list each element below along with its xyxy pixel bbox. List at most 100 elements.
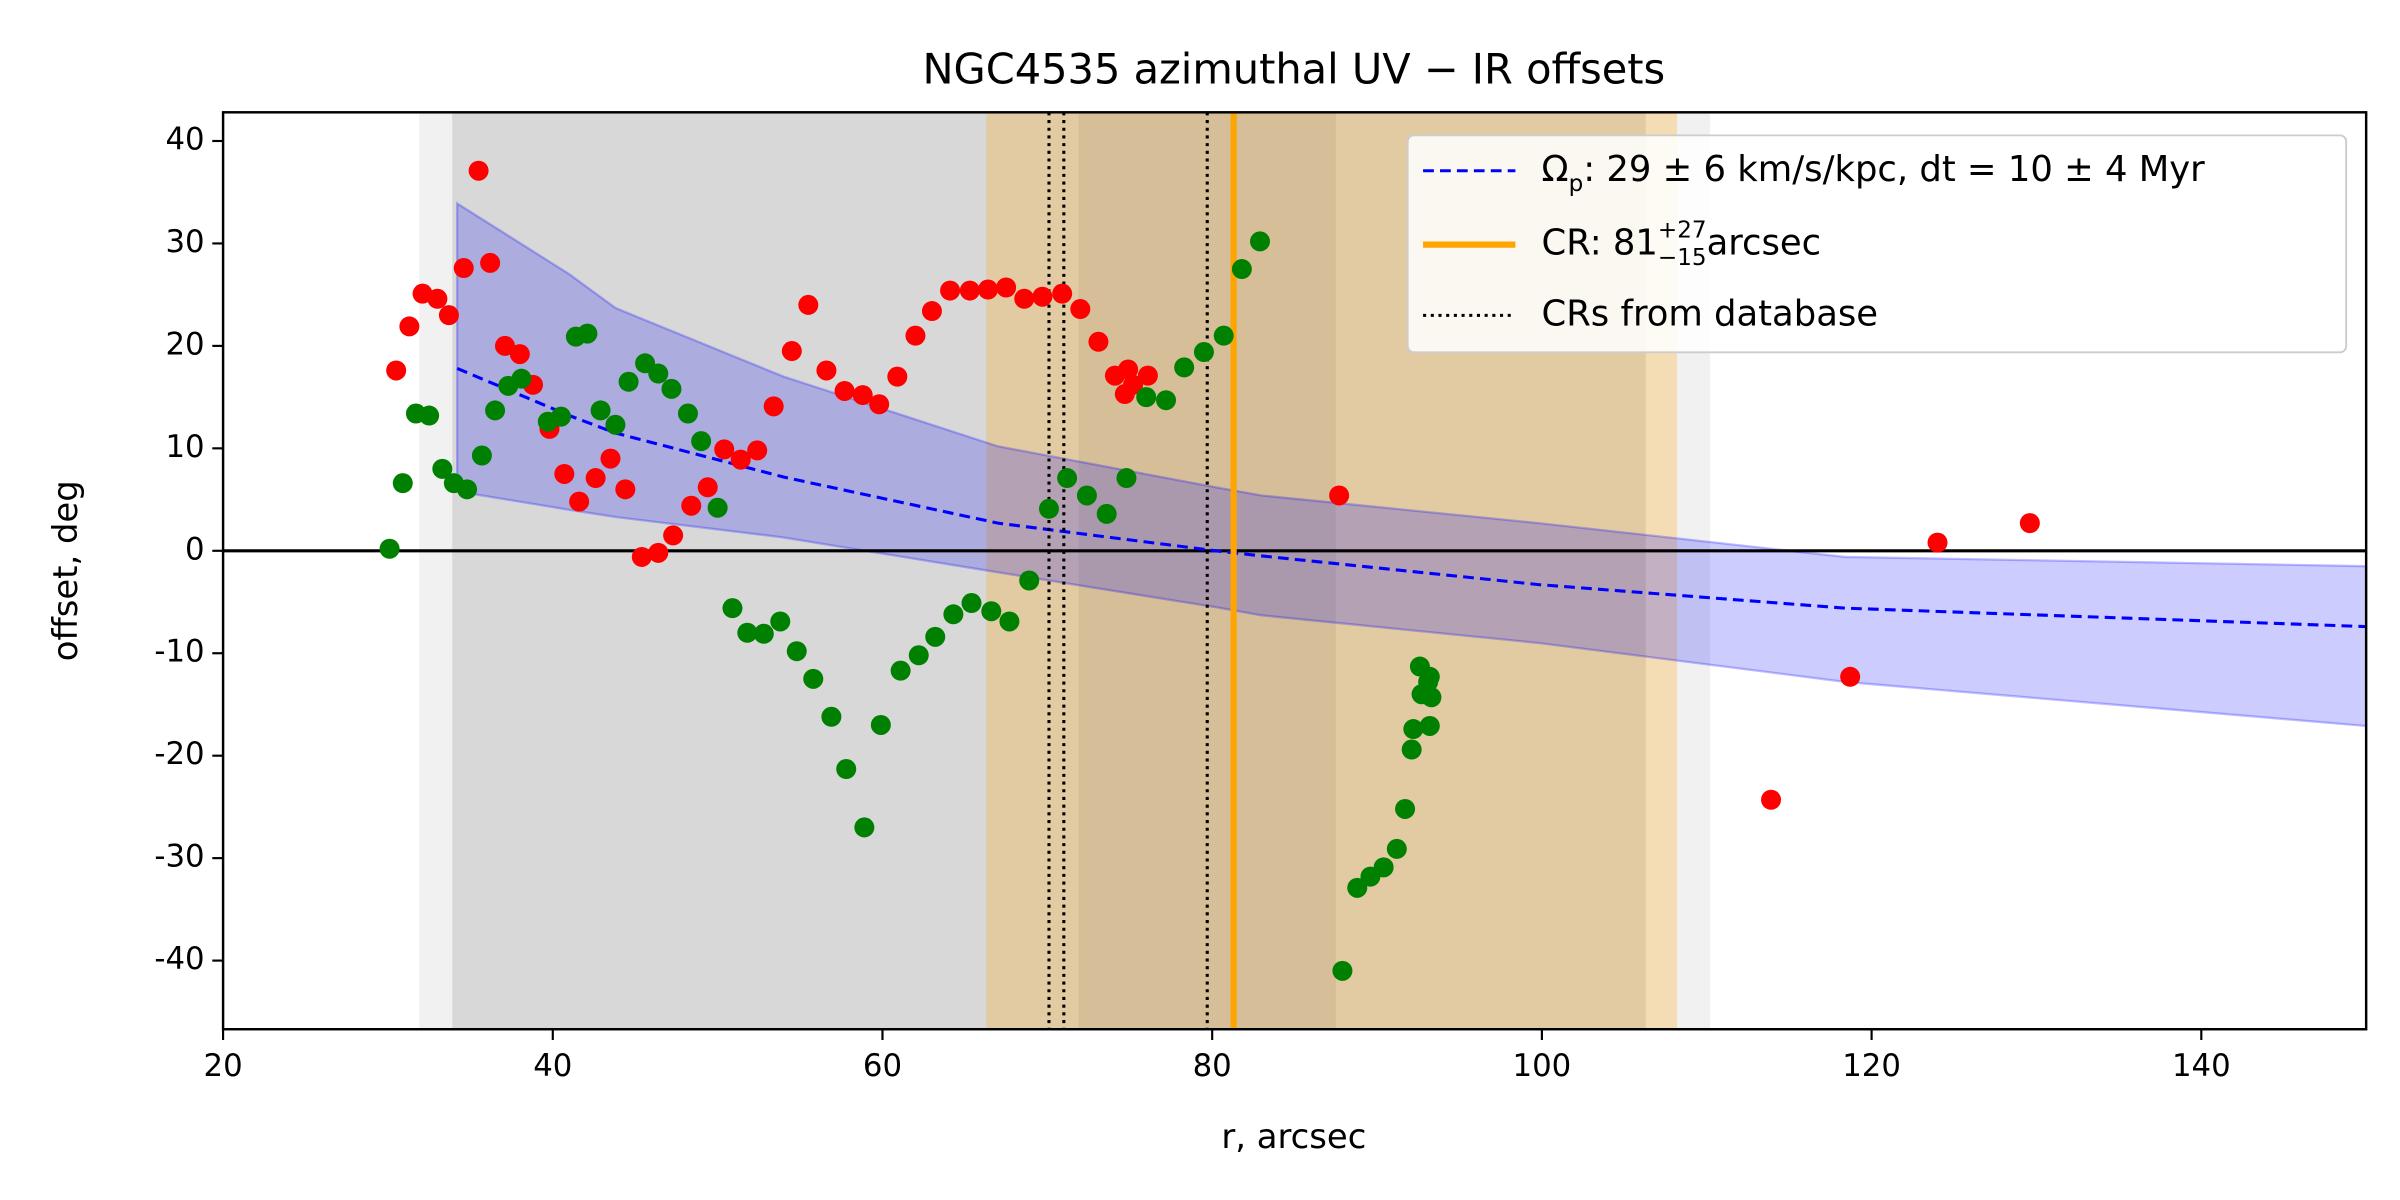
data-point (981, 601, 1002, 622)
data-point (681, 495, 702, 516)
data-point (753, 623, 774, 644)
data-point (781, 341, 802, 362)
data-point (1927, 532, 1948, 553)
y-tick-label: -40 (154, 941, 204, 977)
legend-label: CRs from database (1542, 293, 1879, 334)
data-point (737, 622, 758, 643)
data-point (453, 258, 474, 279)
data-point (577, 323, 598, 344)
legend-label: arcsec (1707, 223, 1822, 264)
data-point (1076, 485, 1097, 506)
data-point (1403, 719, 1424, 740)
data-point (1401, 739, 1422, 760)
data-point (677, 403, 698, 424)
data-point (921, 301, 942, 322)
data-point (961, 593, 982, 614)
data-point (419, 405, 440, 426)
data-point (1014, 288, 1035, 309)
data-point (747, 440, 768, 461)
data-point (890, 660, 911, 681)
data-point (870, 714, 891, 735)
data-point (399, 316, 420, 337)
y-axis-label: offset, deg (46, 480, 85, 661)
data-point (730, 449, 751, 470)
data-point (1347, 877, 1368, 898)
y-tick-label: -30 (154, 839, 204, 875)
data-point (1057, 468, 1078, 489)
data-point (1116, 468, 1137, 489)
data-point (1373, 857, 1394, 878)
data-point (1156, 390, 1177, 411)
data-point (887, 366, 908, 387)
data-point (1193, 342, 1214, 363)
data-point (1329, 485, 1350, 506)
data-point (722, 598, 743, 619)
data-point (631, 546, 652, 567)
data-point (996, 277, 1017, 298)
data-point (1249, 231, 1270, 252)
data-point (427, 288, 448, 309)
x-tick-label: 80 (1193, 1048, 1232, 1084)
data-point (1419, 715, 1440, 736)
y-tick-label: -10 (154, 634, 204, 670)
x-axis-label: r, arcsec (1221, 1117, 1366, 1156)
data-point (707, 497, 728, 518)
data-point (905, 325, 926, 346)
x-tick-label: 60 (863, 1048, 902, 1084)
data-point (471, 445, 492, 466)
data-point (1136, 387, 1157, 408)
data-point (457, 479, 478, 500)
y-tick-label: 30 (165, 224, 204, 260)
x-tick-label: 140 (2172, 1048, 2231, 1084)
y-tick-label: 0 (185, 531, 205, 567)
data-point (663, 525, 684, 546)
data-point (1118, 359, 1139, 380)
data-point (585, 468, 606, 489)
data-point (1213, 325, 1234, 346)
data-point (1395, 798, 1416, 819)
data-point (1070, 299, 1091, 320)
data-point (1038, 498, 1059, 519)
data-point (821, 706, 842, 727)
data-point (1123, 374, 1144, 395)
data-point (615, 479, 636, 500)
data-point (480, 252, 501, 273)
data-point (551, 406, 572, 427)
data-point (648, 363, 669, 384)
data-point (763, 396, 784, 417)
y-tick-label: 10 (165, 429, 204, 465)
data-point (940, 280, 961, 301)
data-point (1840, 666, 1861, 687)
data-point (1019, 570, 1040, 591)
data-point (834, 380, 855, 401)
data-point (697, 477, 718, 498)
data-point (1052, 283, 1073, 304)
data-point (468, 160, 489, 181)
data-point (1174, 357, 1195, 378)
data-point (648, 542, 669, 563)
legend-label: p (1569, 171, 1584, 197)
x-tick-label: 120 (1842, 1048, 1901, 1084)
data-point (485, 400, 506, 421)
data-point (590, 400, 611, 421)
data-point (1386, 838, 1407, 859)
data-point (691, 431, 712, 452)
axes-frame (221, 111, 2368, 1031)
legend-label: Ω (1542, 149, 1569, 190)
data-point (1096, 503, 1117, 524)
data-point (999, 611, 1020, 632)
data-point (816, 360, 837, 381)
data-point (786, 641, 807, 662)
data-point (869, 394, 890, 415)
legend-label: : 29 ± 6 km/s/kpc, dt = 10 ± 4 Myr (1583, 149, 2205, 190)
data-point (1088, 331, 1109, 352)
chart-title: NGC4535 azimuthal UV − IR offsets (923, 44, 1666, 93)
data-point (1761, 789, 1782, 810)
data-point (1032, 286, 1053, 307)
data-point (509, 344, 530, 365)
data-point (2019, 513, 2040, 534)
legend-label: −15 (1658, 245, 1707, 271)
